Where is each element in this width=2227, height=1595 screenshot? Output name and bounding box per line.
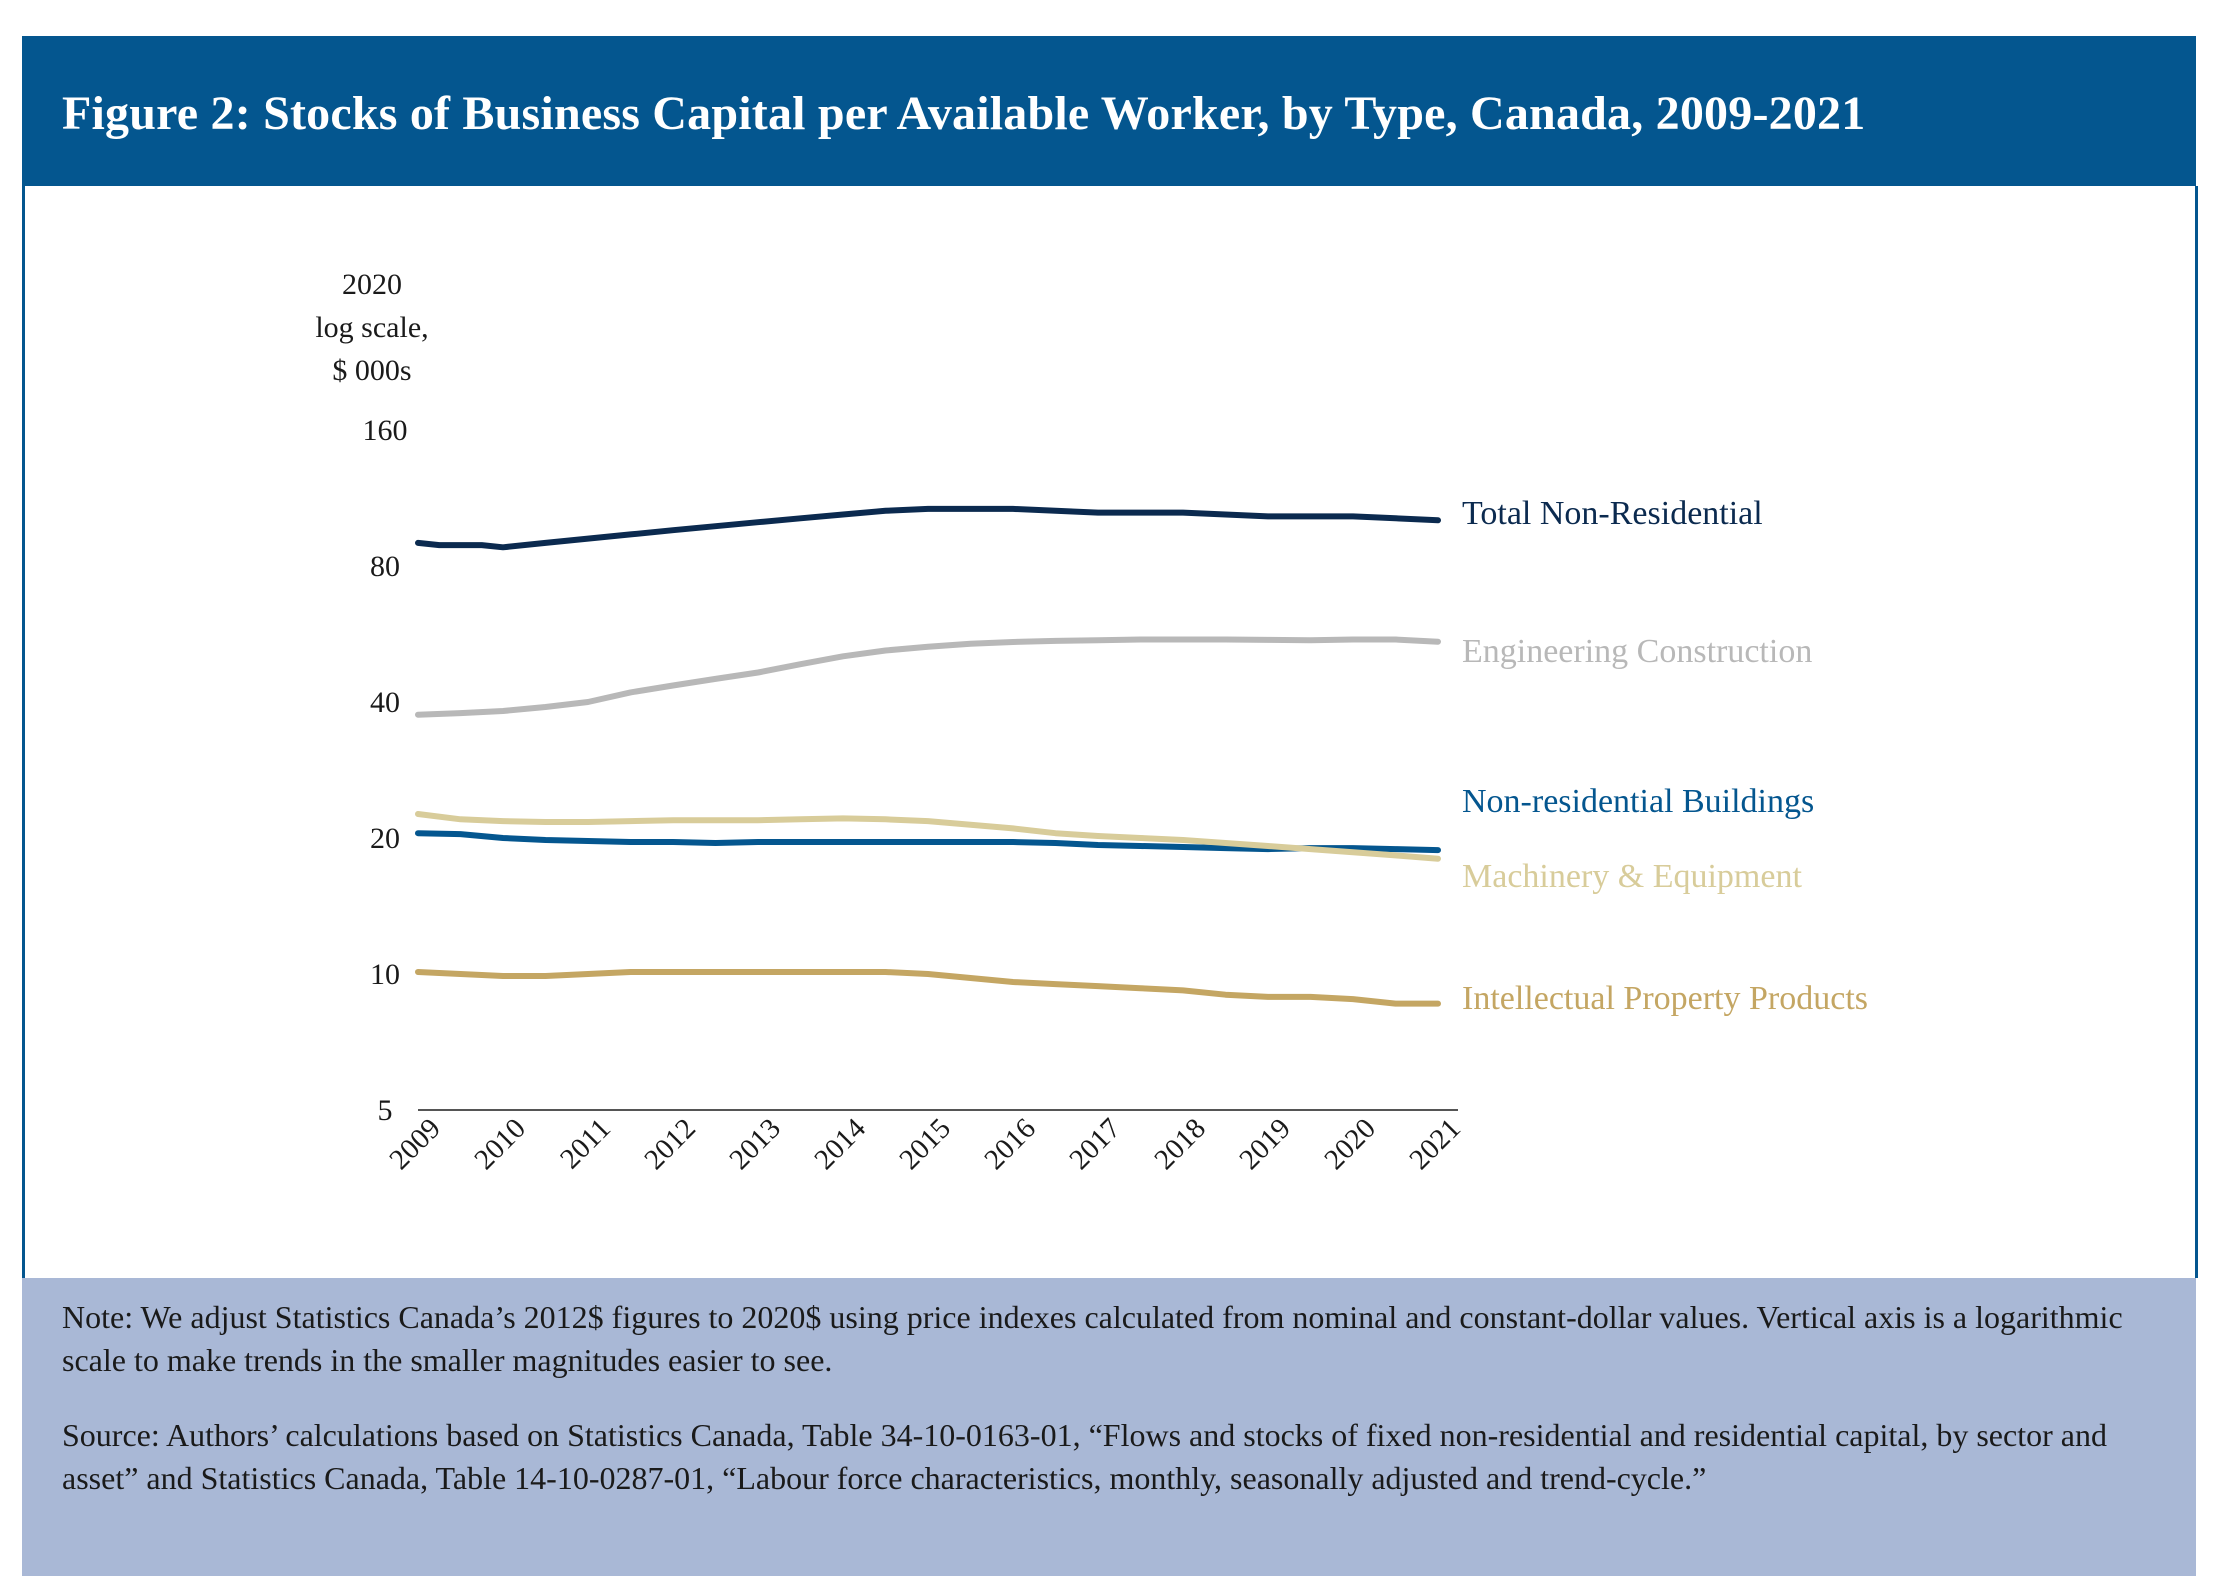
- x-tick-label: 2011: [554, 1112, 617, 1175]
- figure-header: Figure 2: Stocks of Business Capital per…: [22, 36, 2196, 186]
- series-lines: [415, 505, 1441, 1007]
- x-tick-label: 2014: [808, 1112, 872, 1176]
- x-tick-label: 2019: [1233, 1112, 1297, 1176]
- x-tick-label: 2018: [1148, 1112, 1212, 1176]
- figure-frame: Figure 2: Stocks of Business Capital per…: [22, 36, 2198, 1576]
- series-line-intellectual-property-products: [415, 969, 1441, 1007]
- y-axis-label-line-1: 2020: [342, 268, 402, 301]
- series-line-total-non-residential: [415, 505, 1441, 551]
- figure-title: Figure 2: Stocks of Business Capital per…: [62, 87, 1866, 140]
- x-tick-label: 2017: [1063, 1112, 1127, 1176]
- y-axis-ticks: 5 10 20 40 80 160: [363, 414, 408, 1127]
- y-tick-label: 20: [370, 822, 400, 855]
- notes-panel: Note: We adjust Statistics Canada’s 2012…: [22, 1278, 2196, 1576]
- x-tick-label: 2020: [1318, 1112, 1382, 1176]
- y-tick-label: 5: [378, 1094, 393, 1127]
- chart-note: Note: We adjust Statistics Canada’s 2012…: [62, 1299, 2123, 1378]
- series-line-non-residential-buildings: [415, 830, 1441, 854]
- series-label-engineering-construction: Engineering Construction: [1462, 633, 1812, 670]
- y-tick-label: 10: [370, 958, 400, 991]
- x-tick-label: 2013: [723, 1112, 787, 1176]
- y-axis-label-line-2: log scale,: [315, 311, 428, 344]
- chart-panel: 2020 log scale, $ 000s 5 10 20 40 80 160 2009…: [22, 186, 2198, 1278]
- x-tick-label: 2012: [638, 1112, 702, 1176]
- series-label-total-non-residential: Total Non-Residential: [1462, 495, 1763, 532]
- x-tick-label: 2009: [383, 1112, 447, 1176]
- x-tick-label: 2010: [468, 1112, 532, 1176]
- y-axis-label-line-3: $ 000s: [332, 354, 411, 387]
- y-tick-label: 40: [370, 686, 400, 719]
- x-tick-label: 2016: [978, 1112, 1042, 1176]
- chart-source: Source: Authors’ calculations based on S…: [62, 1417, 2107, 1496]
- y-axis-label: 2020 log scale, $ 000s: [315, 268, 428, 387]
- x-tick-label: 2015: [893, 1112, 957, 1176]
- series-label-intellectual-property-products: Intellectual Property Products: [1462, 980, 1868, 1017]
- y-tick-label: 160: [363, 414, 408, 447]
- x-axis-ticks: 2009 2010 2011 2012 2013 2014 2015 2016 2017 2018…: [383, 1112, 1467, 1176]
- series-labels: Total Non-Residential Engineering Constru…: [1462, 495, 1868, 1017]
- line-chart: 2020 log scale, $ 000s 5 10 20 40 80 160 2009…: [315, 268, 1868, 1176]
- series-label-machinery-equipment: Machinery & Equipment: [1462, 858, 1802, 895]
- series-label-non-residential-buildings: Non-residential Buildings: [1462, 783, 1814, 820]
- x-tick-label: 2021: [1403, 1112, 1467, 1176]
- y-tick-label: 80: [370, 550, 400, 583]
- series-line-machinery-equipment: [415, 811, 1441, 862]
- series-line-engineering-construction: [415, 636, 1441, 718]
